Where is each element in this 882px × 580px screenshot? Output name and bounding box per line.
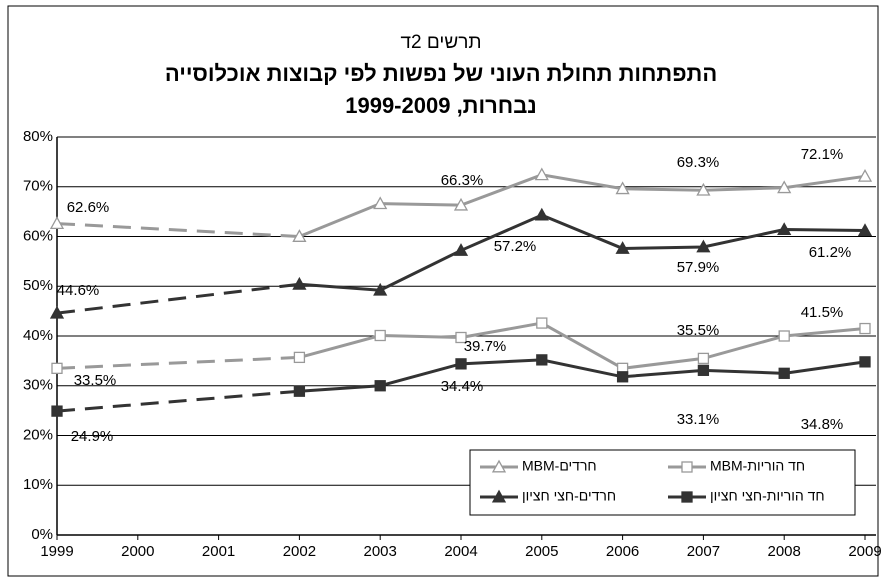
- point: [373, 282, 388, 296]
- x-tick-label: 2000: [121, 543, 154, 560]
- data-label: 34.8%: [801, 416, 844, 433]
- y-tick-label: 30%: [23, 377, 53, 394]
- chart-subtitle: התפתחות תחולת העוני של נפשות לפי קבוצות …: [165, 61, 717, 86]
- gap-connector: [56, 355, 300, 370]
- point: [49, 305, 65, 319]
- point: [292, 276, 307, 290]
- point: [374, 329, 386, 342]
- x-tick-label: 2006: [606, 543, 639, 560]
- point: [293, 351, 306, 364]
- point: [374, 380, 386, 392]
- point: [859, 356, 871, 368]
- legend: [469, 449, 856, 516]
- data-label: 57.9%: [677, 259, 720, 276]
- gap-connector: [56, 282, 300, 315]
- x-tick-label: 2001: [202, 543, 235, 560]
- y-tick-label: 20%: [23, 426, 53, 443]
- x-tick-label: 2004: [444, 543, 477, 560]
- point: [778, 367, 790, 379]
- point: [857, 168, 873, 182]
- point: [697, 352, 710, 365]
- data-label: 57.2%: [494, 238, 537, 255]
- y-tick-label: 80%: [23, 128, 53, 145]
- legend-marker: [491, 489, 507, 503]
- point: [697, 364, 710, 376]
- legend-marker: [681, 461, 693, 473]
- legend-label: חד הוריות-חצי חציון: [710, 488, 825, 504]
- point: [51, 362, 63, 374]
- point: [536, 317, 548, 329]
- series-line: [298, 173, 866, 238]
- point: [373, 196, 388, 210]
- gap-connector: [56, 389, 300, 413]
- point: [293, 385, 306, 397]
- chart-title: תרשים 2ד: [401, 32, 482, 53]
- point: [777, 222, 792, 235]
- point: [455, 358, 467, 370]
- point: [615, 241, 630, 254]
- point: [536, 354, 548, 366]
- x-tick-label: 2009: [848, 543, 881, 560]
- point: [49, 216, 65, 230]
- legend-label: חד הוריות-MBM: [710, 458, 805, 474]
- data-label: 62.6%: [67, 199, 110, 216]
- point: [778, 330, 790, 342]
- data-label: 34.4%: [441, 378, 484, 395]
- y-tick-label: 10%: [23, 476, 53, 493]
- gap-connector: [56, 222, 300, 238]
- data-label: 61.2%: [809, 244, 852, 261]
- point: [534, 207, 549, 221]
- data-label: 24.9%: [71, 428, 114, 445]
- point: [615, 181, 630, 195]
- y-tick-label: 60%: [23, 227, 53, 244]
- x-tick-label: 1999: [40, 543, 73, 560]
- point: [453, 197, 469, 211]
- x-tick-label: 2003: [364, 543, 397, 560]
- data-label: 72.1%: [801, 146, 844, 163]
- point: [455, 331, 467, 344]
- chart-subtitle: נבחרות, 1999-2009: [345, 93, 537, 118]
- x-tick-label: 2007: [687, 543, 720, 560]
- point: [616, 371, 629, 383]
- data-label: 44.6%: [57, 282, 100, 299]
- point: [857, 223, 873, 236]
- y-tick-label: 0%: [31, 526, 53, 543]
- point: [696, 239, 711, 253]
- data-label: 33.5%: [74, 372, 117, 389]
- series-line: [299, 358, 866, 393]
- y-tick-label: 40%: [23, 327, 53, 344]
- point: [453, 243, 469, 256]
- x-tick-label: 2002: [283, 543, 316, 560]
- point: [859, 322, 871, 335]
- point: [292, 229, 307, 242]
- legend-marker: [491, 459, 507, 473]
- legend-label: חרדים-חצי חציון: [522, 488, 616, 504]
- point: [534, 167, 549, 181]
- data-label: 39.7%: [464, 338, 507, 355]
- data-label: 41.5%: [801, 304, 844, 321]
- point: [696, 182, 711, 196]
- series-line: [299, 321, 866, 370]
- data-label: 66.3%: [441, 172, 484, 189]
- y-tick-label: 50%: [23, 277, 53, 294]
- y-tick-label: 70%: [23, 178, 53, 195]
- legend-label: חרדים-MBM: [522, 458, 597, 474]
- series-line: [299, 213, 866, 292]
- data-label: 35.5%: [677, 322, 720, 339]
- data-label: 69.3%: [677, 154, 720, 171]
- legend-marker: [681, 491, 693, 503]
- x-tick-label: 2005: [525, 543, 558, 560]
- point: [51, 405, 63, 417]
- point: [777, 180, 792, 194]
- x-tick-label: 2008: [768, 543, 801, 560]
- data-label: 33.1%: [677, 411, 720, 428]
